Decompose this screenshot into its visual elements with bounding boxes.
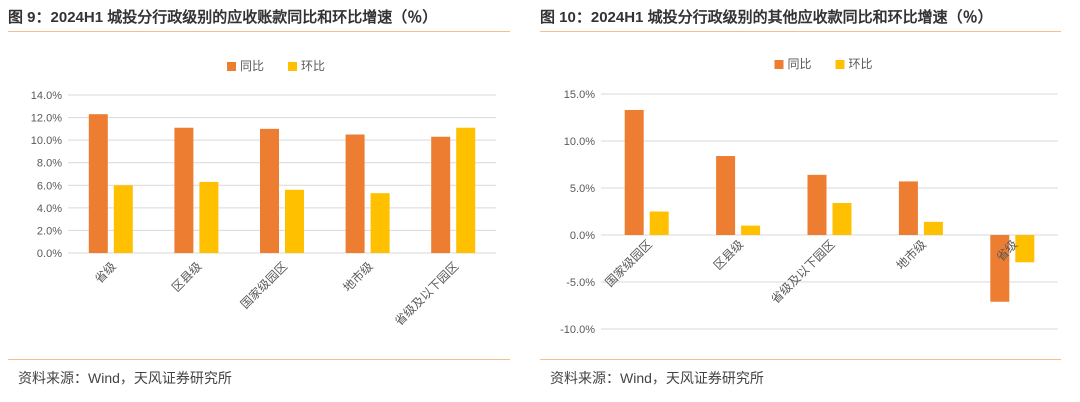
category-label: 区县级 <box>169 259 204 294</box>
y-tick-label: 0.0% <box>37 248 62 260</box>
y-tick-label: 10.0% <box>564 136 595 148</box>
bar <box>345 134 365 253</box>
bar <box>199 181 219 253</box>
figure-10-title: 图 10：2024H1 城投分行政级别的其他应收款同比和环比增速（％） <box>540 9 993 26</box>
y-tick-label: 12.0% <box>31 113 62 125</box>
legend-label: 同比 <box>788 57 812 71</box>
figure-9-title: 图 9：2024H1 城投分行政级别的应收账款同比和环比增速（％） <box>8 9 438 26</box>
y-tick-label: 5.0% <box>570 183 595 195</box>
category-label: 国家级园区 <box>237 259 290 312</box>
bar <box>649 211 669 235</box>
y-tick-label: 4.0% <box>37 203 62 215</box>
bar <box>1015 235 1035 263</box>
y-tick-label: 10.0% <box>31 135 62 147</box>
bar <box>174 127 194 253</box>
bar <box>716 156 736 235</box>
bar <box>431 136 451 253</box>
category-label: 省级 <box>92 259 119 286</box>
figure-9-top-rule <box>8 31 510 32</box>
bar <box>88 114 108 253</box>
legend-swatch <box>227 62 236 71</box>
bar <box>285 189 304 253</box>
y-tick-label: 6.0% <box>37 180 62 192</box>
legend-swatch <box>288 62 297 71</box>
legend-label: 环比 <box>849 57 873 71</box>
category-label: 省级及以下园区 <box>392 259 461 328</box>
y-tick-label: 15.0% <box>564 89 595 101</box>
bar <box>456 127 476 253</box>
figure-9-panel: 图 9：2024H1 城投分行政级别的应收账款同比和环比增速（％） 0.0% 2.… <box>8 0 510 402</box>
figure-10-panel: 图 10：2024H1 城投分行政级别的其他应收款同比和环比增速（％） -10.… <box>540 0 1061 402</box>
bar <box>807 174 827 235</box>
figure-10-top-rule <box>540 31 1061 32</box>
bar <box>898 181 918 235</box>
figure-9-bottom-rule <box>8 359 510 360</box>
figure-9-chart: 0.0% 2.0% 4.0% 6.0% 8.0% 10.0% 12.0% 14.0% 同比 环比省… <box>31 59 496 329</box>
bar <box>260 128 279 253</box>
y-tick-label: -10.0% <box>560 324 595 336</box>
category-label: 地市级 <box>340 259 376 295</box>
bar <box>113 185 133 253</box>
legend-label: 同比 <box>240 59 264 73</box>
bar <box>990 235 1010 302</box>
y-tick-label: 8.0% <box>37 158 62 170</box>
legend-label: 环比 <box>301 59 325 73</box>
category-label: 区县级 <box>711 237 746 272</box>
figure-10-bottom-rule <box>540 359 1061 360</box>
figure-10-source: 资料来源：Wind，天风证券研究所 <box>550 370 764 386</box>
bar <box>923 221 943 235</box>
bar <box>741 225 761 235</box>
bar <box>832 203 852 235</box>
category-label: 省级及以下园区 <box>768 237 837 306</box>
y-tick-label: -5.0% <box>566 277 595 289</box>
y-tick-label: 14.0% <box>31 90 62 102</box>
category-label: 地市级 <box>893 237 929 273</box>
legend-swatch <box>835 60 845 69</box>
y-tick-label: 2.0% <box>37 225 62 237</box>
bar <box>624 109 644 235</box>
bar <box>370 193 390 253</box>
y-tick-label: 0.0% <box>570 230 595 242</box>
figure-9-source: 资料来源：Wind，天风证券研究所 <box>18 370 232 386</box>
legend-swatch <box>774 60 784 69</box>
